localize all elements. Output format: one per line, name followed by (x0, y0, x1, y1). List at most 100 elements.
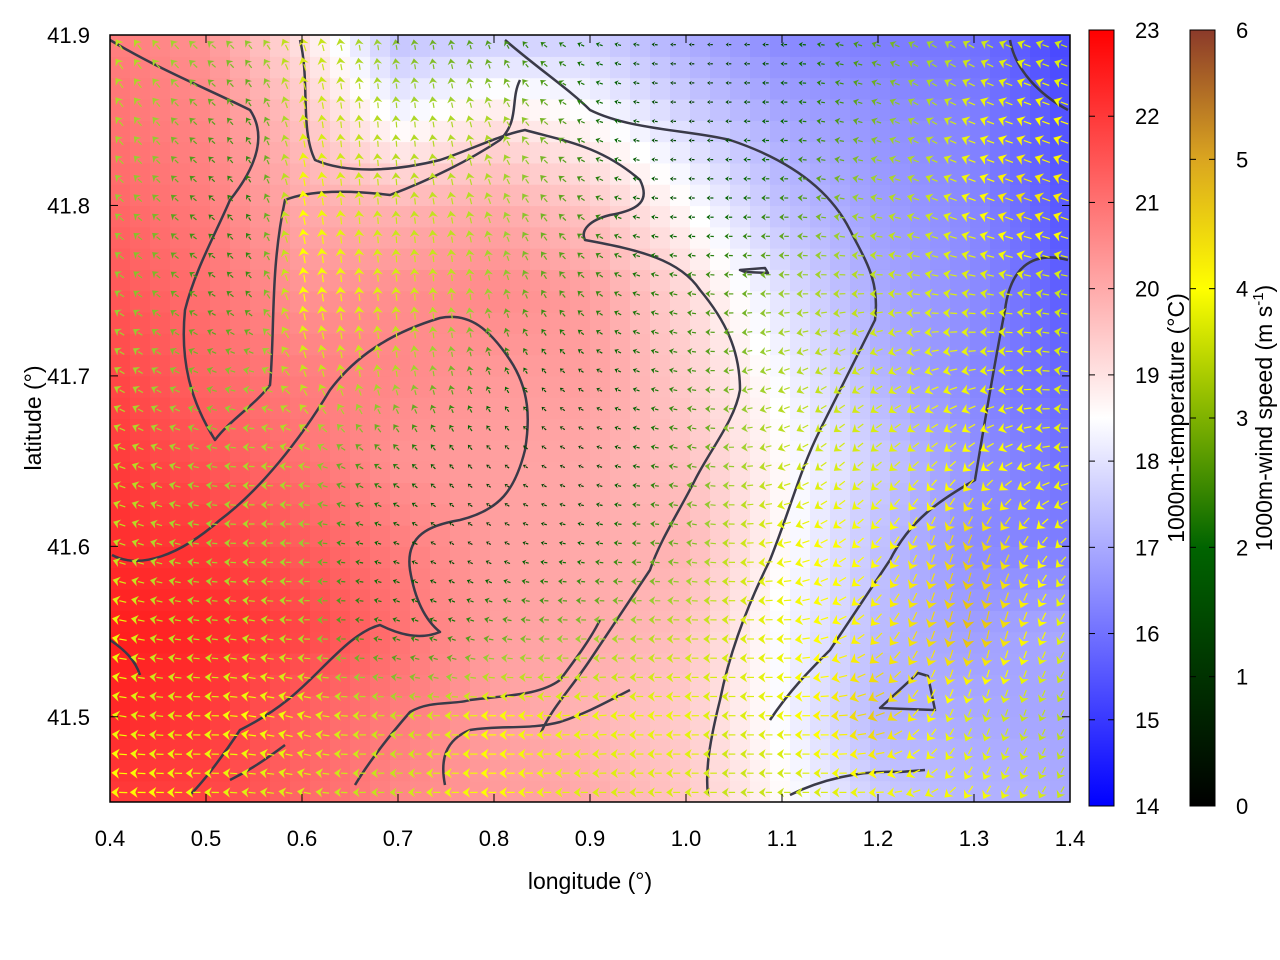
heatmap-cell (270, 716, 291, 739)
wind-arrow (721, 787, 736, 798)
heatmap-cell (750, 77, 771, 100)
wind-arrow-head (371, 692, 379, 702)
heatmap-cell (570, 503, 591, 526)
wind-arrow-head (429, 617, 435, 623)
heatmap-cell (730, 418, 751, 441)
wind-arrow-head (517, 767, 526, 779)
wind-arrow (111, 748, 127, 760)
wind-arrow-head (1056, 770, 1066, 779)
wind-arrow-head (335, 635, 342, 643)
wind-arrow (666, 672, 680, 683)
wind-arrow (592, 748, 607, 760)
wind-arrow-shaft (967, 728, 972, 736)
wind-arrow (167, 787, 183, 798)
wind-arrow-shaft (433, 657, 438, 660)
wind-arrow-head (982, 713, 992, 723)
wind-arrow-head (703, 787, 711, 798)
wind-arrow-head (813, 768, 821, 779)
wind-arrow-shaft (322, 715, 330, 718)
wind-arrow (867, 710, 885, 722)
wind-arrow-shaft (949, 747, 955, 755)
wind-arrow (831, 671, 848, 683)
wind-arrow-head (647, 748, 655, 760)
wind-arrow-shaft (986, 669, 990, 678)
heatmap-cell (930, 290, 951, 313)
heatmap-cell (850, 56, 871, 79)
wind-arrow-head (666, 787, 674, 798)
heatmap-cell (870, 354, 891, 377)
wind-arrow (371, 730, 385, 740)
wind-arrow (501, 635, 513, 644)
wind-arrow (480, 729, 497, 741)
heatmap-cell (1010, 588, 1031, 611)
wind-arrow (849, 729, 867, 741)
wind-arrow-shaft (1041, 651, 1046, 659)
wind-arrow-shaft (267, 676, 274, 680)
wind-arrow (1019, 689, 1029, 703)
heatmap-cell (830, 184, 851, 207)
heatmap-cell (350, 482, 371, 505)
heatmap-cell (510, 226, 531, 249)
wind-arrow (610, 787, 625, 798)
heatmap-cell (950, 120, 971, 143)
wind-arrow-shaft (211, 504, 218, 506)
heatmap-cell (830, 418, 851, 441)
wind-arrow-head (334, 787, 342, 798)
wind-arrow-head (296, 749, 306, 760)
wind-arrow-head (850, 653, 861, 664)
heatmap-cell (750, 162, 771, 185)
wind-arrow (666, 634, 680, 644)
heatmap-cell (190, 56, 211, 79)
heatmap-cell (130, 290, 151, 313)
wind-arrow (279, 615, 292, 625)
wind-arrow (574, 653, 587, 663)
heatmap-cell (170, 631, 191, 654)
heatmap-cell (830, 738, 851, 760)
heatmap-cell (390, 439, 411, 462)
wind-arrow-shaft (230, 485, 236, 487)
wind-arrow-head (611, 653, 619, 663)
wind-arrow-head (926, 750, 936, 760)
wind-arrow-head (167, 768, 175, 779)
heatmap-cell (790, 56, 811, 79)
heatmap-cell (190, 652, 211, 675)
wind-arrow (517, 767, 533, 779)
heatmap-cell (570, 588, 591, 611)
heatmap-cell (890, 716, 911, 739)
heatmap-cell (1030, 290, 1051, 313)
wind-arrow-head (868, 691, 879, 702)
wind-arrow-head (1056, 694, 1066, 703)
wind-arrow-head (259, 672, 268, 683)
heatmap-cell (690, 184, 711, 207)
wind-arrow-shaft (322, 523, 328, 526)
heatmap-cell (830, 567, 851, 590)
heatmap-cell (1030, 695, 1051, 718)
heatmap-cell (150, 269, 171, 292)
wind-arrow-head (463, 691, 471, 702)
wind-arrow (111, 767, 128, 779)
heatmap-cell (410, 546, 431, 569)
heatmap-cell (390, 375, 411, 398)
heatmap-cell (170, 226, 191, 249)
wind-arrow (794, 633, 810, 645)
wind-arrow-head (573, 729, 582, 741)
wind-arrow (462, 787, 478, 798)
heatmap-cell (110, 418, 131, 441)
wind-arrow-shaft (525, 523, 529, 526)
heatmap-cell (630, 610, 651, 633)
wind-arrow (372, 654, 383, 663)
wind-arrow-shaft (322, 696, 330, 698)
wind-arrow (666, 615, 680, 625)
wind-arrow-head (315, 768, 324, 779)
wind-arrow (389, 787, 403, 798)
wind-arrow-head (296, 710, 306, 721)
wind-arrow-shaft (1041, 690, 1046, 697)
wind-arrow (685, 615, 699, 625)
wind-arrow-head (222, 787, 231, 798)
wind-arrow-head (945, 732, 955, 742)
heatmap-cell (470, 333, 491, 356)
wind-arrow (557, 615, 568, 624)
heatmap-cell (350, 652, 371, 675)
heatmap-cell (930, 77, 951, 100)
heatmap-cell (250, 98, 271, 121)
